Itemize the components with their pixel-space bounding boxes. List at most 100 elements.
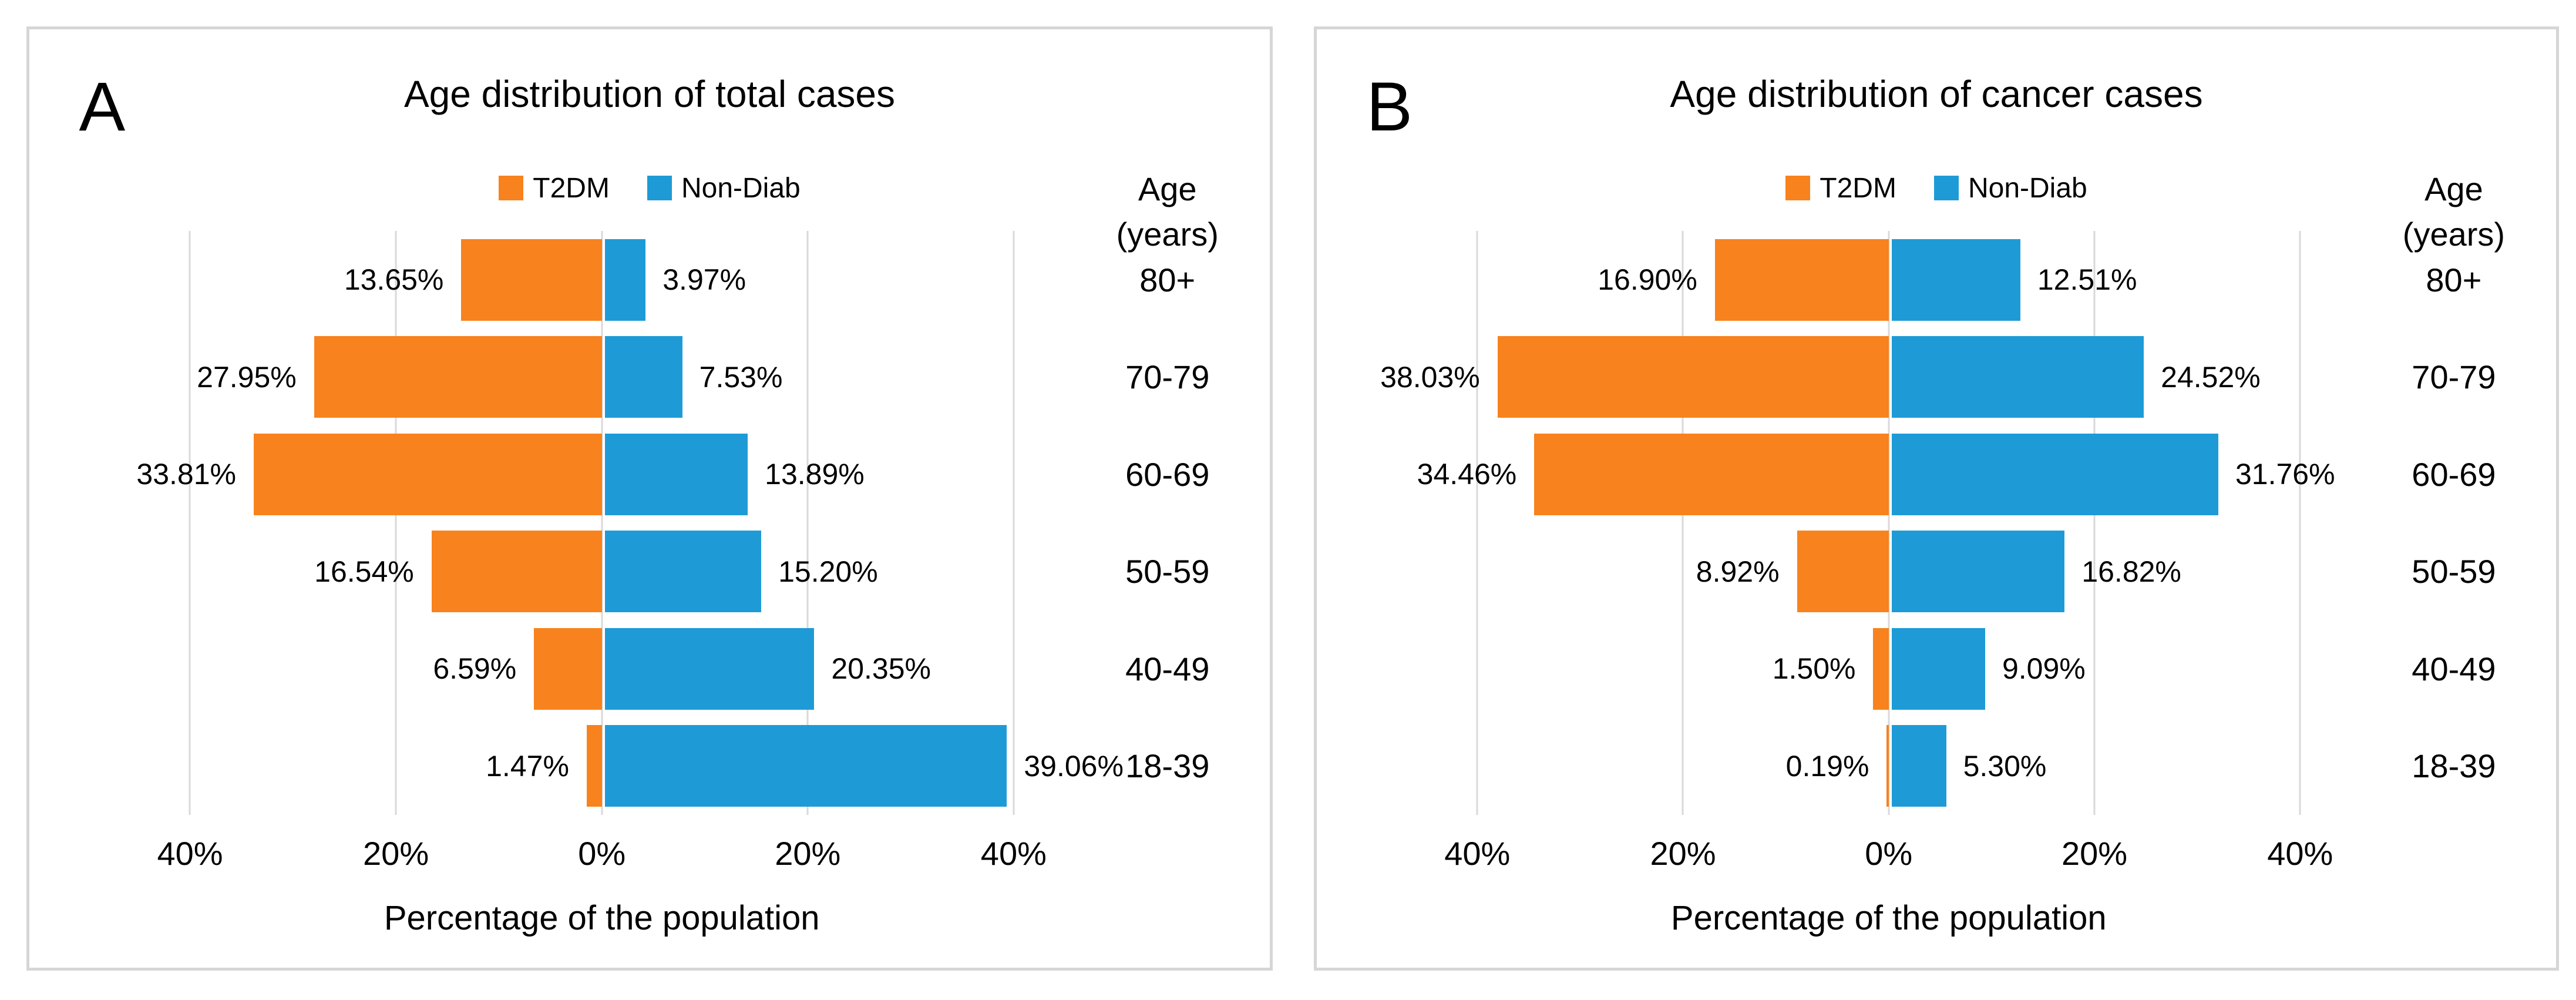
x-tick: 40%	[2267, 835, 2333, 873]
value-label-t2dm-80: 16.90%	[1598, 263, 1697, 297]
panel-letter-b: B	[1366, 68, 1413, 146]
value-label-t2dm-7079: 27.95%	[197, 360, 297, 394]
legend-label-t2dm: T2DM	[1820, 172, 1896, 204]
value-label-nondiab-4049: 20.35%	[831, 652, 931, 686]
value-label-t2dm-6069: 33.81%	[136, 458, 236, 491]
bar-t2dm-7079	[1497, 336, 1889, 418]
age-label-4049: 40-49	[1125, 650, 1210, 687]
bar-nondiab-1839	[604, 725, 1007, 807]
value-label-t2dm-1839: 0.19%	[1785, 749, 1869, 783]
x-tick: 20%	[2061, 835, 2128, 873]
bar-nondiab-7079	[604, 336, 682, 418]
bar-row: 33.81% 13.89%	[136, 425, 1065, 523]
panel-a: A Age distribution of total cases T2DM N…	[26, 26, 1273, 971]
x-tick: 20%	[363, 835, 429, 873]
value-label-nondiab-6069: 31.76%	[2235, 458, 2335, 491]
x-tick: 40%	[157, 835, 223, 873]
bar-t2dm-7079	[314, 336, 602, 418]
value-label-t2dm-6069: 34.46%	[1417, 458, 1517, 491]
legend: T2DM Non-Diab	[29, 172, 1270, 204]
chart-title: Age distribution of total cases	[403, 73, 896, 116]
bar-row: 13.65% 3.97%	[139, 231, 1065, 328]
gridline	[1013, 231, 1015, 815]
bar-nondiab-5059	[1891, 531, 2065, 613]
value-label-t2dm-80: 13.65%	[344, 263, 444, 297]
bar-row: 27.95% 7.53%	[139, 328, 1065, 426]
bar-t2dm-5059	[1797, 531, 1889, 613]
bar-t2dm-1839	[1886, 725, 1889, 807]
bar-t2dm-1839	[586, 725, 602, 807]
y-axis-title-line1: Age	[2424, 170, 2483, 208]
x-tick: 40%	[1444, 835, 1511, 873]
gridline	[2093, 231, 2096, 815]
panel-letter-a: A	[79, 68, 126, 146]
x-tick: 20%	[775, 835, 841, 873]
x-axis-title: Percentage of the population	[1670, 898, 2107, 937]
age-label-1839: 18-39	[2412, 747, 2496, 785]
age-label-5059: 50-59	[1125, 553, 1210, 590]
bar-nondiab-6069	[604, 433, 748, 515]
value-label-t2dm-4049: 6.59%	[433, 652, 517, 686]
legend-swatch-nondiab	[1933, 176, 1959, 201]
value-label-nondiab-5059: 16.82%	[2081, 555, 2181, 588]
bar-t2dm-80	[461, 239, 602, 321]
legend-swatch-nondiab	[647, 176, 672, 201]
age-label-1839: 18-39	[1125, 747, 1210, 785]
gridline	[395, 231, 397, 815]
legend-item-nondiab: Non-Diab	[1933, 172, 2087, 204]
legend-label-nondiab: Non-Diab	[681, 172, 801, 204]
legend-item-nondiab: Non-Diab	[647, 172, 801, 204]
bar-row: 38.03% 24.52%	[1380, 328, 2352, 426]
legend-item-t2dm: T2DM	[1785, 172, 1896, 204]
legend-swatch-t2dm	[499, 176, 524, 201]
value-label-t2dm-4049: 1.50%	[1772, 652, 1856, 686]
value-label-nondiab-1839: 5.30%	[1963, 749, 2047, 783]
value-label-t2dm-7079: 38.03%	[1380, 360, 1480, 394]
age-label-5059: 50-59	[2412, 553, 2496, 590]
bar-t2dm-80	[1714, 239, 1889, 321]
x-tick: 40%	[980, 835, 1047, 873]
age-label-6069: 60-69	[2412, 455, 2496, 493]
value-label-nondiab-1839: 39.06%	[1024, 749, 1124, 783]
chart-title: Age distribution of cancer cases	[1670, 73, 2203, 116]
legend-swatch-t2dm	[1785, 176, 1811, 201]
value-label-t2dm-5059: 8.92%	[1696, 555, 1780, 588]
bar-t2dm-6069	[254, 433, 602, 515]
age-label-7079: 70-79	[2412, 358, 2496, 396]
y-axis-title: Age (years)	[2352, 166, 2556, 257]
plot-area: 13.65% 3.97% 27.95% 7.53% 33.81% 13.89% 16.54%…	[136, 231, 1124, 815]
legend: T2DM Non-Diab	[1317, 172, 2556, 204]
bar-row: 8.92% 16.82%	[1426, 523, 2352, 620]
bar-t2dm-5059	[431, 531, 602, 613]
bar-row: 16.54% 15.20%	[139, 523, 1065, 620]
bar-nondiab-5059	[604, 531, 762, 613]
panel-b: B Age distribution of cancer cases T2DM …	[1314, 26, 2559, 971]
bar-nondiab-7079	[1891, 336, 2144, 418]
gridline	[806, 231, 809, 815]
bar-row: 1.50% 9.09%	[1426, 620, 2352, 718]
x-tick: 20%	[1650, 835, 1716, 873]
legend-label-nondiab: Non-Diab	[1968, 172, 2087, 204]
x-axis-ticks: 40% 20% 0% 20% 40%	[1426, 834, 2352, 881]
y-axis-title: Age (years)	[1065, 166, 1270, 257]
age-label-7079: 70-79	[1125, 358, 1210, 396]
value-label-nondiab-80: 3.97%	[663, 263, 746, 297]
value-label-nondiab-80: 12.51%	[2037, 263, 2137, 297]
bar-row: 1.47% 39.06%	[139, 717, 1124, 815]
value-label-t2dm-5059: 16.54%	[314, 555, 414, 588]
bar-nondiab-6069	[1891, 433, 2218, 515]
bar-row: 6.59% 20.35%	[139, 620, 1065, 718]
bar-t2dm-4049	[534, 627, 602, 710]
gridline	[1888, 231, 1890, 815]
age-group-labels: 80+ 70-79 60-69 50-59 40-49 18-39	[2352, 231, 2556, 814]
value-label-t2dm-1839: 1.47%	[486, 749, 569, 783]
age-group-labels: 80+ 70-79 60-69 50-59 40-49 18-39	[1065, 231, 1270, 814]
x-tick: 0%	[578, 835, 626, 873]
age-label-80: 80+	[2426, 261, 2482, 298]
value-label-nondiab-4049: 9.09%	[2002, 652, 2086, 686]
bar-t2dm-6069	[1534, 433, 1889, 515]
y-axis-title-line2: (years)	[1116, 216, 1219, 253]
x-tick: 0%	[1865, 835, 1913, 873]
y-axis-title-line1: Age	[1138, 170, 1197, 208]
bar-row: 16.90% 12.51%	[1426, 231, 2352, 328]
